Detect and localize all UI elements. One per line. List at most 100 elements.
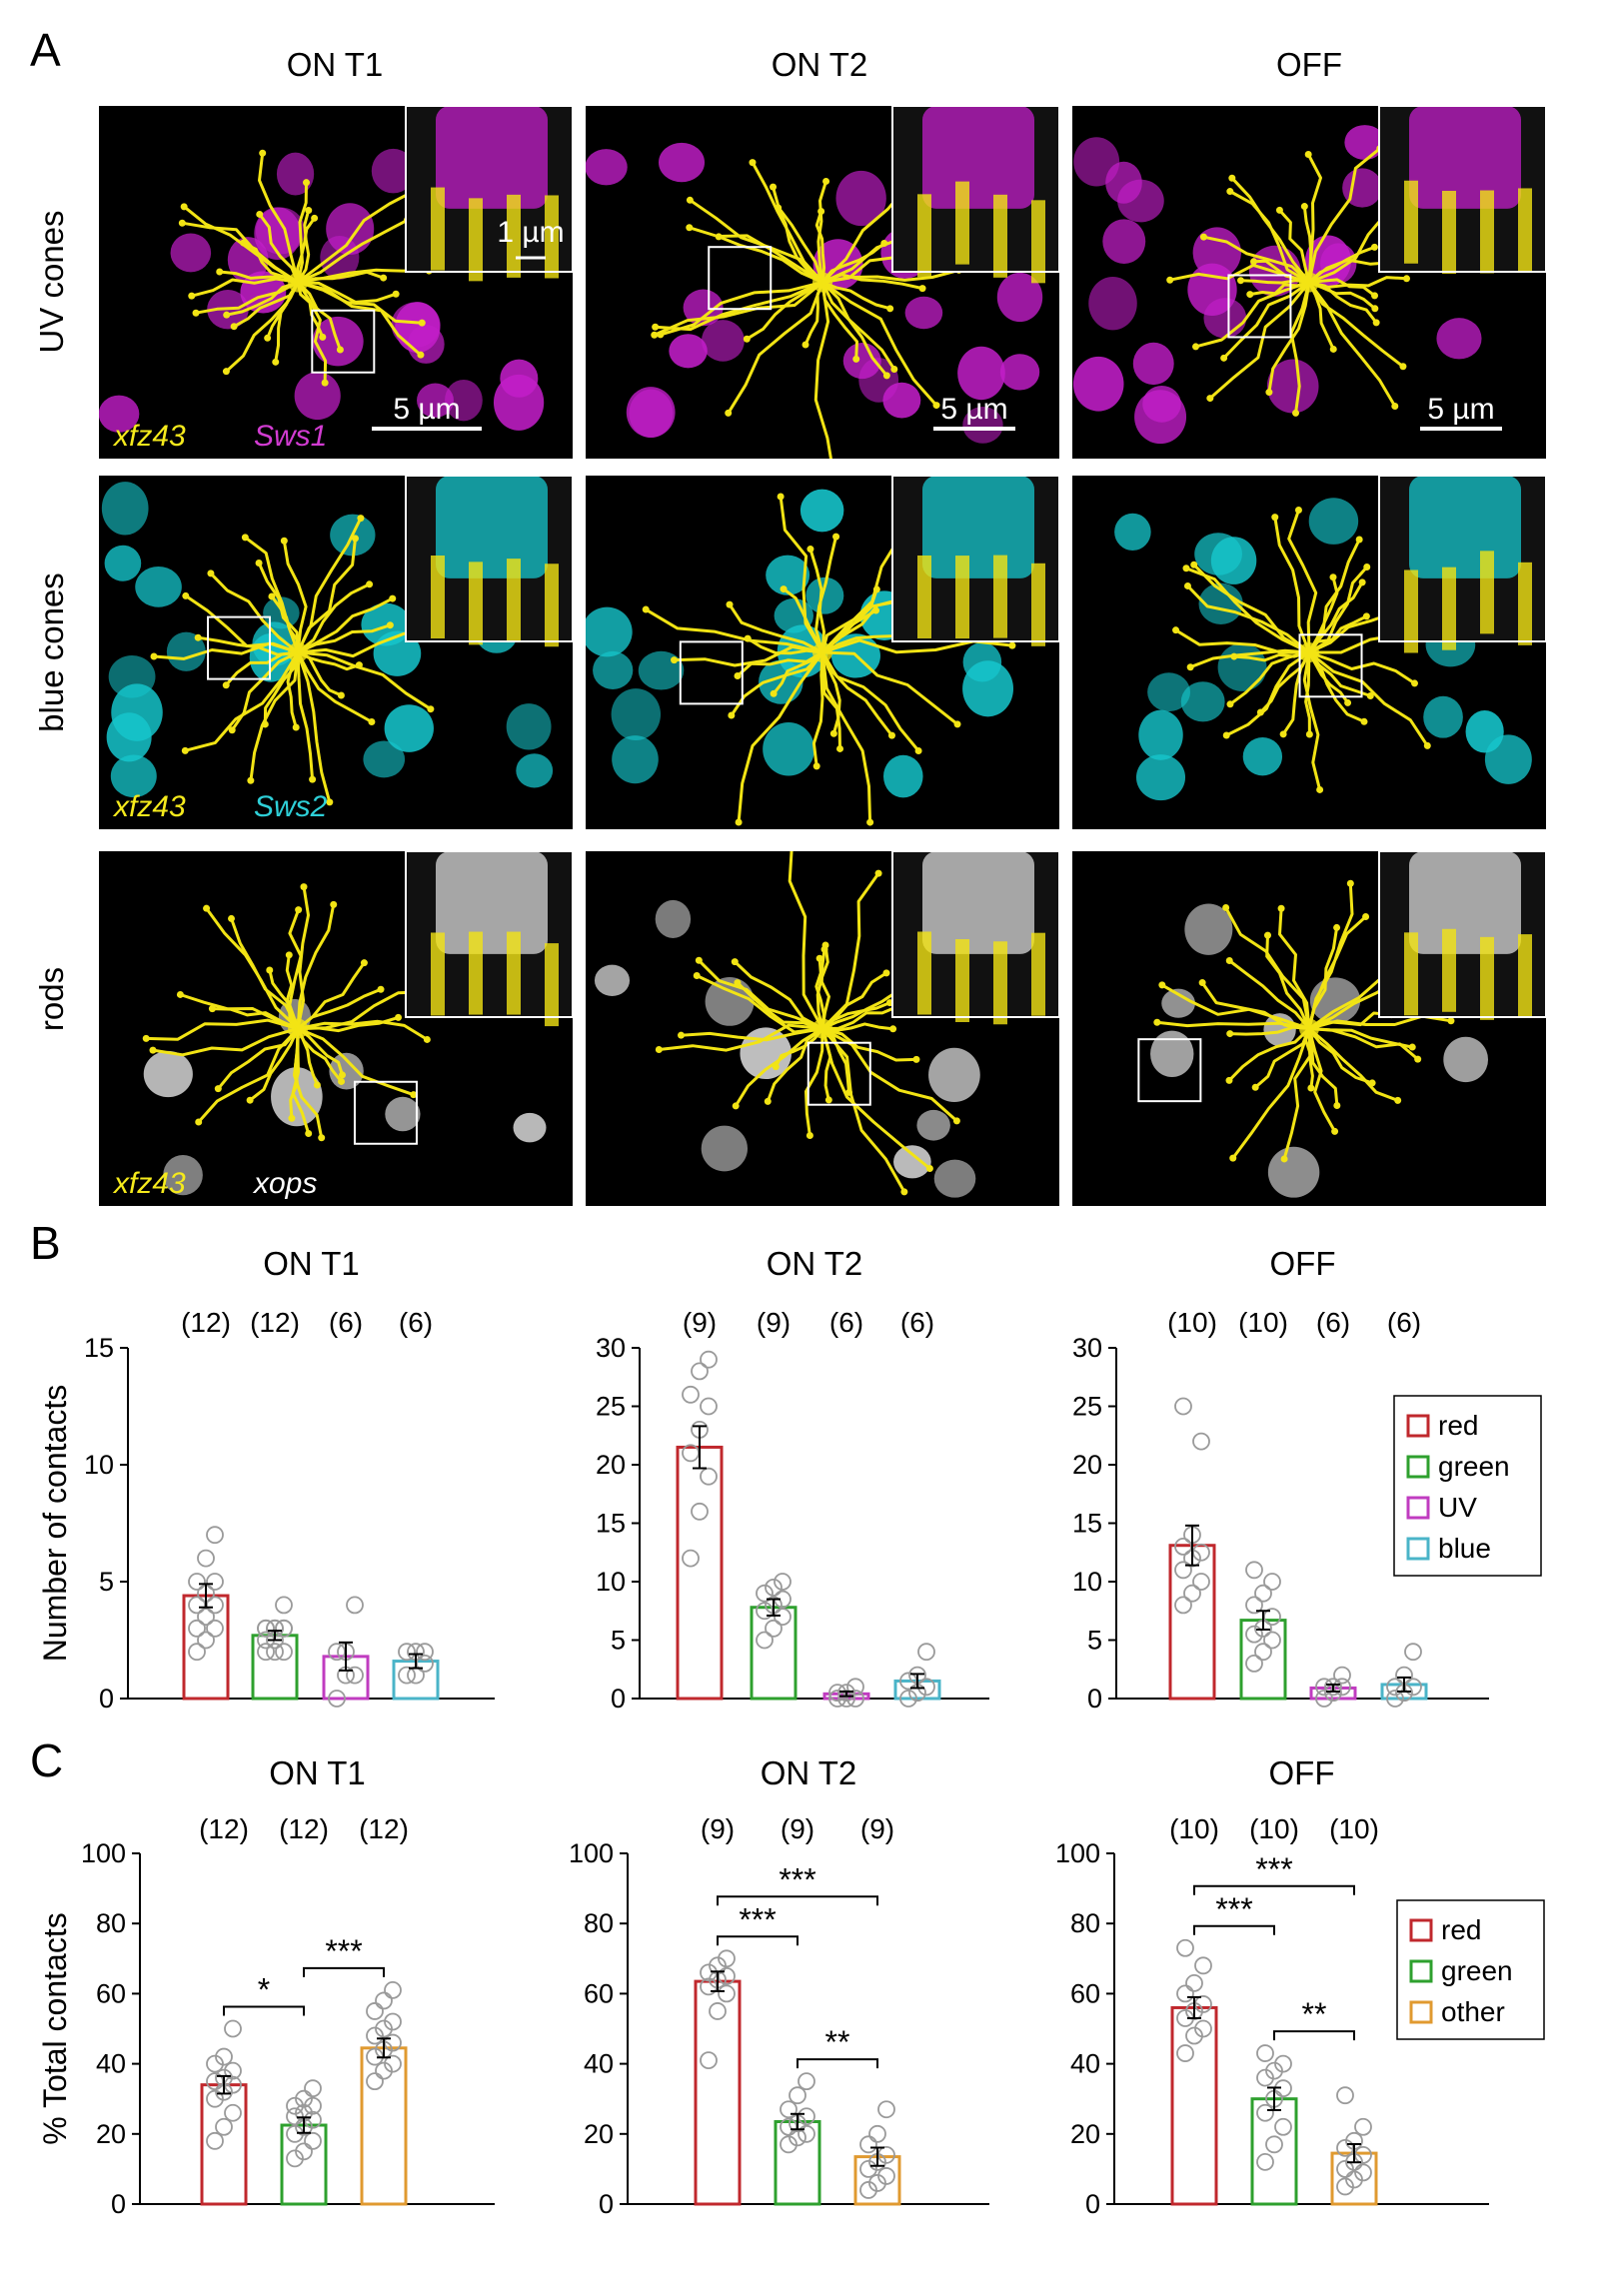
data-point xyxy=(286,2107,304,2126)
dendrite-tip xyxy=(1411,679,1419,687)
data-point xyxy=(1345,2170,1363,2189)
y-tick-label: 25 xyxy=(596,1392,626,1422)
photoreceptor-cell xyxy=(99,395,140,433)
dendrite-tip xyxy=(824,1096,832,1104)
dendrite-tip xyxy=(1300,203,1308,211)
dendrite-branch xyxy=(1233,650,1310,662)
data-point xyxy=(780,2135,798,2154)
legend-label: UV xyxy=(1438,1492,1477,1523)
photoreceptor-cell xyxy=(110,754,157,798)
dendrite-tip xyxy=(181,746,189,754)
data-point xyxy=(375,2061,393,2080)
dendrite-tip xyxy=(686,224,694,232)
zoom-box xyxy=(708,246,773,311)
photoreceptor-cell xyxy=(1180,681,1225,722)
data-point xyxy=(877,2167,895,2185)
photoreceptor-cell xyxy=(395,302,441,353)
chart-title: OFF xyxy=(1269,1754,1335,1791)
dendrite-tip xyxy=(337,691,345,699)
dendrite-tip xyxy=(866,818,874,826)
micrograph-1-1 xyxy=(586,476,1059,829)
data-point xyxy=(700,1467,718,1486)
photoreceptor-cell xyxy=(1192,227,1241,279)
chart-title: ON T1 xyxy=(263,1245,360,1282)
dendrite-branch xyxy=(296,217,316,283)
dendrite-branch xyxy=(820,1028,832,1101)
dendrite-tip xyxy=(228,914,236,922)
scale-bar-label: 5 µm xyxy=(1427,393,1494,426)
dendrite-tip xyxy=(264,334,272,342)
data-point xyxy=(1245,1561,1263,1580)
column-title-off: OFF xyxy=(1276,46,1342,83)
dendrite-branch xyxy=(1200,981,1310,1030)
photoreceptor-cell xyxy=(385,1096,421,1132)
dendrite-tip xyxy=(241,534,249,542)
dendrite-tip xyxy=(418,319,426,327)
n-label: (10) xyxy=(1169,1813,1219,1844)
dendrite-branch xyxy=(815,944,829,1029)
legend-label: other xyxy=(1441,1996,1505,2027)
dendrite-branch xyxy=(1254,1027,1311,1089)
dendrite-tip xyxy=(1403,275,1411,283)
dendrite-branch xyxy=(1273,517,1311,653)
dendrite-tip xyxy=(735,818,743,826)
data-point xyxy=(1174,1596,1192,1615)
zoom-box xyxy=(806,1041,871,1106)
data-point xyxy=(1192,1432,1210,1451)
y-tick-label: 40 xyxy=(584,2049,614,2079)
n-label: (6) xyxy=(329,1307,363,1338)
data-point xyxy=(215,2117,233,2136)
dendrite-tip xyxy=(1372,319,1380,327)
dendrite-tip xyxy=(266,966,274,974)
dendrite-tip xyxy=(1226,1030,1234,1038)
dendrite-tip xyxy=(256,210,264,218)
dendrite-tip xyxy=(192,309,200,317)
photoreceptor-cell xyxy=(763,721,814,776)
data-point xyxy=(188,1619,206,1638)
dendrite-tip xyxy=(309,775,317,783)
dendrite-branch xyxy=(1192,564,1310,654)
dendrite-tip xyxy=(1344,698,1352,706)
data-point xyxy=(774,1608,792,1626)
dendrite-branch xyxy=(737,650,823,677)
dendrite-branch xyxy=(184,651,300,752)
dendrite-tip xyxy=(142,1034,150,1042)
data-point xyxy=(295,2142,313,2161)
dendrite-tip xyxy=(932,402,940,410)
dendrite-branch xyxy=(1189,648,1310,669)
dendrite-branch xyxy=(1302,651,1322,790)
dendrite-branch xyxy=(296,182,308,283)
dendrite-branch xyxy=(811,651,824,767)
photoreceptor-cell xyxy=(513,1112,547,1143)
inset-terminal xyxy=(993,941,1007,1025)
bar-green xyxy=(1250,2097,1298,2206)
dendrite-tip xyxy=(882,969,890,977)
data-point xyxy=(398,1666,416,1685)
inset-terminal xyxy=(545,943,559,1027)
micrograph-1-2 xyxy=(1072,476,1546,829)
photoreceptor-cell xyxy=(1198,582,1243,624)
data-point xyxy=(846,1690,864,1708)
data-point xyxy=(1256,2044,1274,2062)
dendrite-branch xyxy=(820,588,878,653)
data-point xyxy=(1174,1561,1192,1580)
dendrite-tip xyxy=(695,956,703,964)
data-point xyxy=(1274,2117,1292,2136)
photoreceptor-cell xyxy=(805,576,844,614)
photoreceptor-cell xyxy=(371,148,416,194)
photoreceptor-cell xyxy=(166,631,206,671)
dendrite-tip xyxy=(1363,563,1371,571)
dendrite-tip xyxy=(874,869,882,877)
data-point xyxy=(1194,1956,1212,1975)
legend-swatch xyxy=(1409,2000,1433,2024)
dendrite-tip xyxy=(652,323,660,331)
photoreceptor-cell xyxy=(916,1109,950,1141)
inset-terminal xyxy=(917,194,931,278)
dendrite-tip xyxy=(357,515,365,523)
dendrite-branch xyxy=(804,1028,824,1136)
dendrite-tip xyxy=(852,355,860,363)
n-label: (6) xyxy=(900,1307,934,1338)
dendrite-branch xyxy=(1307,281,1335,351)
dendrite-tip xyxy=(914,747,922,755)
data-point xyxy=(700,1350,718,1369)
